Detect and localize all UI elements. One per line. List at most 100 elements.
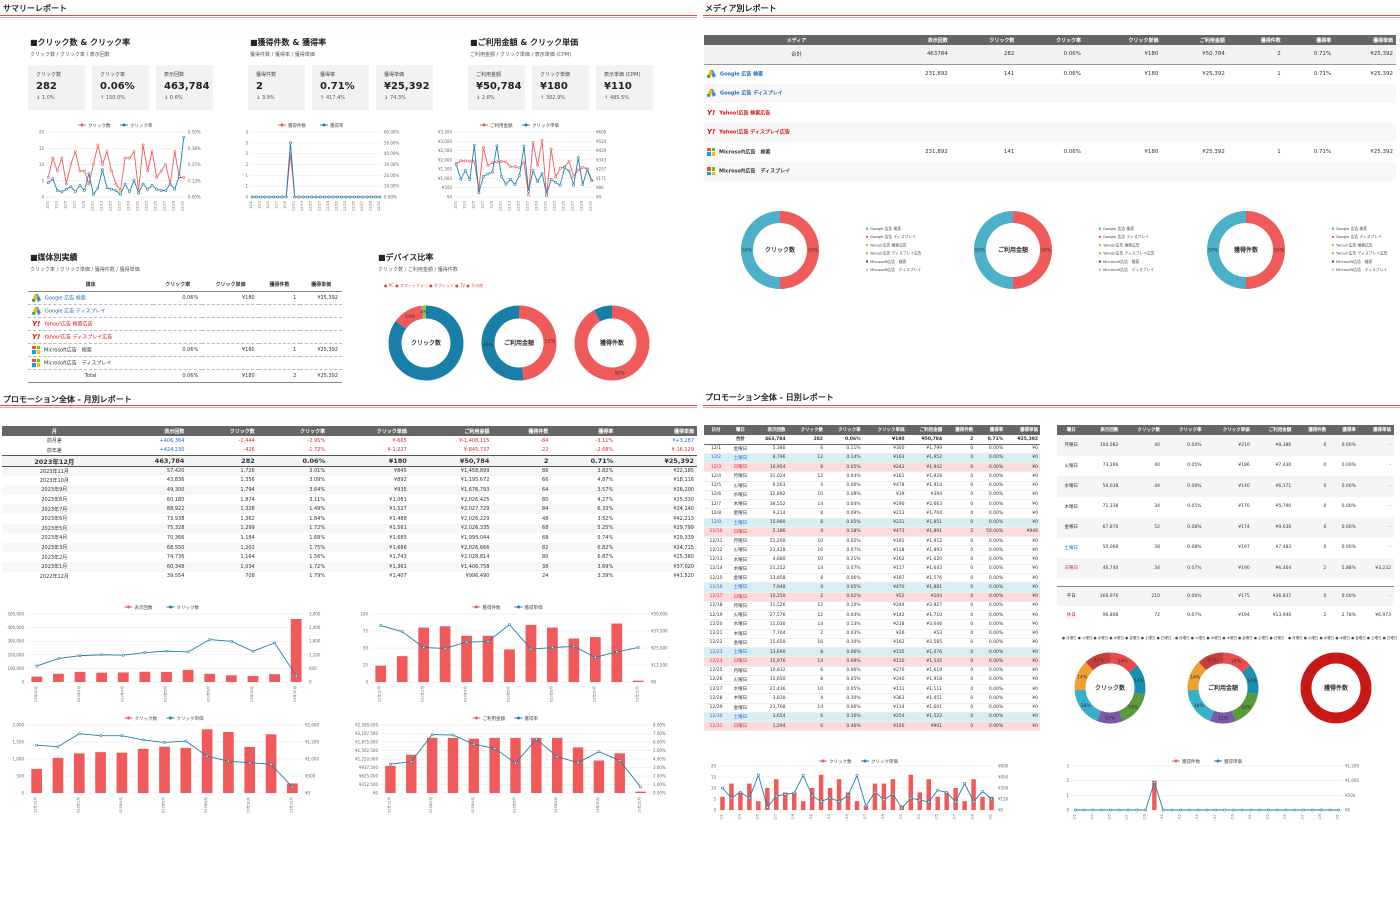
x-tick-label: 12/27 xyxy=(953,814,957,820)
table-row: 12/27 水曜日 21,436 10 0.05% ¥111 ¥1,111 0 0.00% ¥0 xyxy=(704,684,1040,694)
table-cell: ¥42,213 xyxy=(673,515,694,522)
x-tick-label: 12/27 xyxy=(571,201,575,211)
donut-center-label: 獲得件数 xyxy=(1324,684,1349,692)
y2-tick-label: 3.00% xyxy=(653,765,666,770)
table-cell: 0.00% xyxy=(988,538,1004,544)
y-tick-label: 2 xyxy=(245,162,248,167)
data-point xyxy=(990,797,993,801)
kpi-card: ご利用金額 ¥50,784 ↓ 2.6% xyxy=(468,65,525,110)
table-cell xyxy=(889,84,951,104)
x-tick-label: 12/13 xyxy=(1178,814,1182,820)
data-point xyxy=(563,166,567,170)
table-cell xyxy=(1161,84,1228,104)
kpi-label: ご利用金額 xyxy=(476,72,502,78)
data-point xyxy=(554,175,558,179)
kpi-change-value: 417.4% xyxy=(325,95,346,101)
x-tick-label: 12/17 xyxy=(317,201,321,211)
donut-slice xyxy=(1012,211,1052,289)
x-tick-label: 2023年12月 xyxy=(634,686,639,702)
data-point xyxy=(294,674,298,678)
bar xyxy=(225,675,237,682)
column-header: 獲得件数 xyxy=(269,282,290,289)
data-point xyxy=(369,195,373,199)
kpi-change-value: 302.9% xyxy=(545,95,566,101)
diff-cell: ¥-1,227 xyxy=(387,447,407,453)
table-row: 12/21 木曜日 7,704 2 0.03% ¥26 ¥53 0 0.00% ¥0 xyxy=(704,629,1040,639)
y-tick-label: ¥1,000 xyxy=(438,176,452,181)
series-line xyxy=(252,142,380,198)
y-tick-label: 3 xyxy=(1066,764,1069,769)
table-cell: 0.00% xyxy=(988,714,1004,720)
table-cell: 80 xyxy=(542,554,549,561)
y-tick-label: 500,000 xyxy=(7,612,24,617)
data-point xyxy=(205,754,209,758)
bar xyxy=(489,737,500,793)
kpi-change: ↓ 74.3% xyxy=(384,95,425,101)
data-point xyxy=(35,664,39,668)
column-header: ご利用金額 xyxy=(906,425,945,435)
y-tick-label: 10 xyxy=(711,786,717,791)
y-tick-label: ¥0 xyxy=(447,195,453,200)
table-cell: 12/15 xyxy=(709,575,723,581)
y2-tick-label: 0.25% xyxy=(188,162,201,167)
table-row: Google 広告 ディスプレイ xyxy=(28,304,342,317)
table-cell: ¥1,891 xyxy=(926,529,943,535)
media-perf-title: ■媒体別実績 xyxy=(30,253,78,262)
table-cell: 12/1 xyxy=(710,446,722,452)
chart-legend: クリック数 クリック率 xyxy=(78,122,153,129)
y2-tick-label: 40.00% xyxy=(384,151,399,156)
legend-marker xyxy=(475,605,478,609)
slice-label: 14% xyxy=(405,314,416,320)
monthly-section-title: プロモーション全体 - 月別レポート xyxy=(3,395,132,404)
table-row: 12/4 月曜日 31,024 12 0.04% ¥161 ¥1,928 0 0.00% ¥0 xyxy=(704,471,1040,481)
legend-marker xyxy=(482,123,486,127)
donut-slice xyxy=(1187,662,1207,691)
table-cell xyxy=(951,123,1018,143)
data-point xyxy=(150,183,154,187)
table-cell: 6,563 xyxy=(772,483,786,489)
current-cell: 282 xyxy=(241,456,255,465)
table-row: Microsoft広告 ディスプレイ xyxy=(704,161,1396,181)
table-cell: ¥1,851 xyxy=(926,520,943,526)
table-cell: - xyxy=(1389,463,1391,469)
total-cell: 463784 xyxy=(926,51,948,58)
kpi-group-heading: ■クリック数 & クリック率 クリック数 / クリック率 / 表示回数 xyxy=(30,37,130,58)
series-line xyxy=(36,639,297,676)
x-tick-label: 12/13 xyxy=(827,814,831,820)
table-row: 12/5 火曜日 6,563 4 0.06% ¥478 ¥1,914 0 0.00% ¥0 xyxy=(704,481,1040,491)
diff-cell: -426 xyxy=(243,447,255,453)
table-cell xyxy=(1228,103,1284,123)
table-cell: 火曜日 xyxy=(733,613,748,619)
table-cell: 12/6 xyxy=(710,492,722,498)
summary-row: 休日 96,808 72 0.07% ¥194 ¥13,946 2 2.78% ¥6,973 xyxy=(1057,605,1394,625)
legend-marker xyxy=(821,759,825,763)
table-cell: ¥1,942 xyxy=(926,464,943,470)
media-report-table: メディア 表示回数 クリック数 クリック率 クリック単価 ご利用金額 獲得件数 獲得率 獲得単価… xyxy=(704,35,1396,181)
slice-label: 14% xyxy=(1118,658,1129,664)
legend-marker xyxy=(1098,227,1102,230)
table-cell: ¥0 xyxy=(1032,621,1038,627)
bar xyxy=(572,747,584,793)
table-cell xyxy=(1084,103,1161,123)
column-header: 獲得率 xyxy=(551,426,617,436)
bar xyxy=(447,737,459,793)
yahoo-logo-icon: Y! xyxy=(32,332,41,341)
data-point xyxy=(184,739,188,743)
table-row: 2023年3月 68,550 1,202 1.75% ¥1,686 ¥2,026,666 8… xyxy=(2,542,697,553)
table-cell: 0 xyxy=(970,566,974,572)
table-cell: ¥231 xyxy=(893,520,905,526)
table-cell xyxy=(300,356,342,369)
table-cell: 0.11% xyxy=(846,446,861,452)
table-cell: ¥142 xyxy=(893,612,905,618)
table-cell: ¥111 xyxy=(893,686,905,692)
legend-label: Yahoo!広告 ディスプレイ広告 xyxy=(1336,251,1388,256)
slice-label: 12% xyxy=(1094,658,1105,664)
data-point xyxy=(155,187,159,191)
data-point xyxy=(954,800,958,804)
table-cell xyxy=(259,330,301,343)
table-cell: 14 xyxy=(817,501,824,507)
legend-label: Google 広告 検索 xyxy=(1103,226,1134,231)
table-cell: 12/23 xyxy=(709,649,723,655)
table-cell: 土曜日 xyxy=(733,455,748,461)
